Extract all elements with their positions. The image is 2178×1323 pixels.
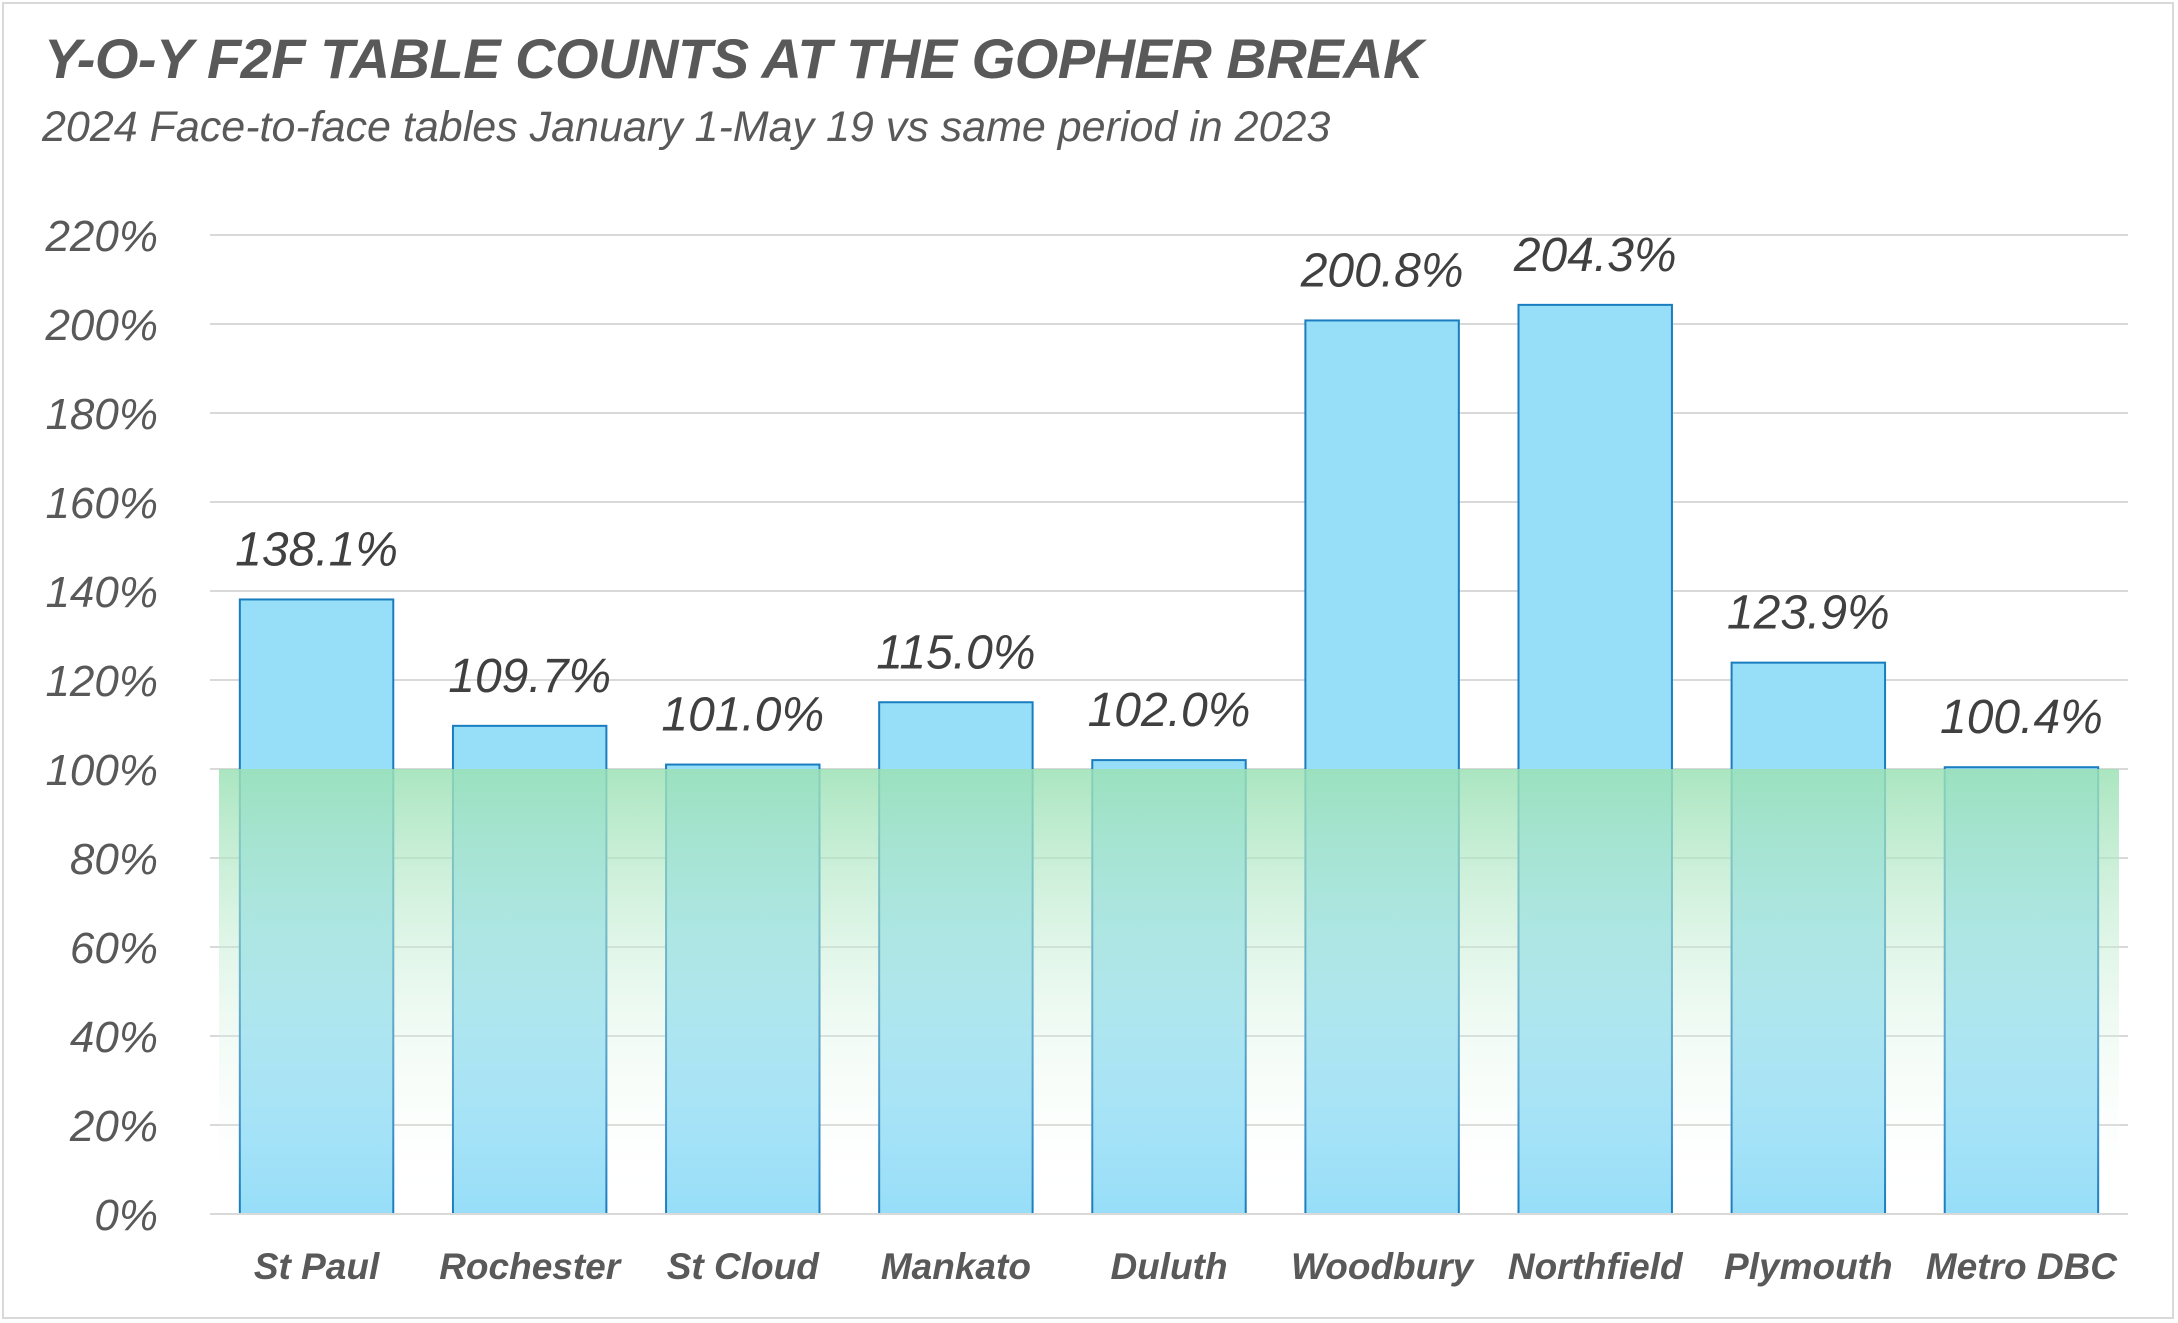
y-tick-label: 80% — [70, 835, 158, 884]
y-tick-label: 160% — [45, 479, 158, 528]
y-tick-label: 140% — [45, 568, 158, 617]
y-tick-label: 200% — [44, 301, 158, 350]
category-label: St Paul — [254, 1246, 380, 1287]
category-label: Woodbury — [1291, 1246, 1476, 1287]
category-label: Metro DBC — [1926, 1246, 2118, 1287]
category-label: Rochester — [439, 1246, 623, 1287]
category-label: St Cloud — [667, 1246, 820, 1287]
data-label: 138.1% — [235, 523, 398, 576]
y-tick-label: 60% — [70, 924, 158, 973]
data-label: 200.8% — [1300, 244, 1464, 297]
data-label: 101.0% — [661, 689, 824, 742]
category-label: Northfield — [1508, 1246, 1684, 1287]
data-label: 100.4% — [1940, 691, 2103, 744]
y-tick-label: 20% — [69, 1102, 158, 1151]
data-labels: 138.1% 109.7% 101.0% 115.0% 102.0% 200.8% 204.… — [235, 229, 2103, 744]
data-label: 109.7% — [448, 650, 611, 703]
category-label: Mankato — [881, 1246, 1031, 1287]
baseline-highlight-band — [219, 769, 2119, 1214]
x-axis-category-labels: St Paul Rochester St Cloud Mankato Duluth Woo… — [254, 1246, 2118, 1287]
category-label: Plymouth — [1724, 1246, 1893, 1287]
y-tick-label: 40% — [70, 1013, 158, 1062]
y-tick-label: 120% — [45, 657, 158, 706]
data-label: 123.9% — [1727, 587, 1890, 640]
chart-title: Y-O-Y F2F TABLE COUNTS AT THE GOPHER BRE… — [44, 27, 1424, 90]
data-label: 115.0% — [876, 626, 1035, 679]
chart-subtitle: 2024 Face-to-face tables January 1-May 1… — [42, 103, 1331, 151]
y-tick-label: 180% — [45, 390, 158, 439]
y-tick-label: 100% — [45, 746, 158, 795]
data-label: 204.3% — [1513, 229, 1677, 282]
y-tick-label: 0% — [94, 1191, 158, 1240]
y-tick-label: 220% — [44, 212, 158, 261]
y-axis-tick-labels: 0% 20% 40% 60% 80% 100% 120% 140% 160% 180% 200% 22… — [44, 212, 158, 1240]
data-label: 102.0% — [1088, 684, 1251, 737]
category-label: Duluth — [1110, 1246, 1227, 1287]
